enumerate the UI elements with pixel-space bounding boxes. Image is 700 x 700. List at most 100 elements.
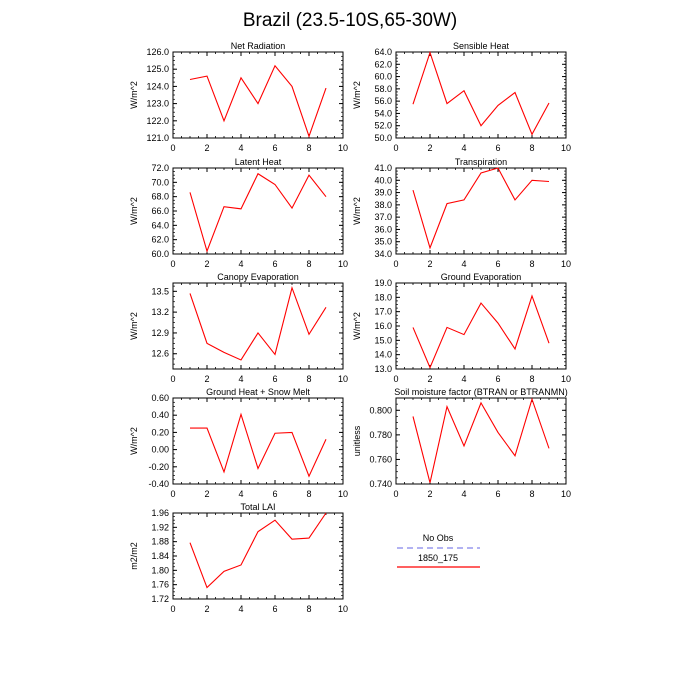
x-tick-label: 2 — [204, 143, 209, 153]
x-tick-label: 6 — [495, 374, 500, 384]
x-tick-label: 8 — [529, 489, 534, 499]
x-tick-label: 2 — [204, 604, 209, 614]
plot-title: Total LAI — [240, 502, 275, 512]
x-tick-label: 0 — [393, 259, 398, 269]
x-tick-label: 8 — [306, 374, 311, 384]
y-tick-label: 68.0 — [151, 192, 169, 202]
chart-ground-evaporation: Ground Evaporation 0 2 4 6 8 10 13.0 14.0 15.0 16.… — [352, 272, 571, 384]
y-tick-label: 123.0 — [146, 99, 169, 109]
figure-title: Brazil (23.5-10S,65-30W) — [242, 10, 458, 31]
y-tick-label: 1.72 — [151, 594, 169, 604]
x-tick-label: 4 — [461, 374, 466, 384]
y-tick-label: 13.5 — [151, 286, 169, 296]
x-tick-label: 10 — [338, 489, 348, 499]
y-tick-label: 0.00 — [151, 445, 169, 455]
y-tick-label: 41.0 — [374, 163, 392, 173]
x-tick-label: 4 — [238, 374, 243, 384]
y-tick-label: 1.88 — [151, 537, 169, 547]
y-tick-label: 58.0 — [374, 84, 392, 94]
x-tick-label: 8 — [529, 143, 534, 153]
y-tick-label: 36.0 — [374, 224, 392, 234]
y-tick-label: 1.80 — [151, 565, 169, 575]
plot-title: Ground Heat + Snow Melt — [206, 387, 310, 397]
x-tick-label: 6 — [272, 259, 277, 269]
y-tick-label: -0.20 — [148, 462, 169, 472]
plot-frame — [172, 167, 344, 255]
y-tick-label: 1.92 — [151, 522, 169, 532]
plot-title: Transpiration — [455, 157, 507, 167]
x-tick-label: 10 — [561, 143, 571, 153]
x-tick-label: 6 — [495, 489, 500, 499]
x-tick-label: 4 — [238, 143, 243, 153]
y-tick-label: 125.0 — [146, 64, 169, 74]
x-tick-label: 8 — [306, 143, 311, 153]
y-tick-label: -0.40 — [148, 479, 169, 489]
y-tick-label: 12.9 — [151, 328, 169, 338]
y-axis-label: W/m^2 — [129, 197, 139, 225]
y-tick-label: 0.800 — [369, 405, 392, 415]
x-tick-label: 4 — [238, 489, 243, 499]
x-tick-label: 10 — [561, 489, 571, 499]
x-tick-label: 10 — [561, 259, 571, 269]
series-line — [189, 512, 327, 589]
y-tick-label: 16.0 — [374, 321, 392, 331]
y-axis-label: W/m^2 — [129, 312, 139, 340]
y-tick-label: 62.0 — [374, 59, 392, 69]
x-tick-label: 2 — [427, 143, 432, 153]
y-tick-label: 35.0 — [374, 237, 392, 247]
plot-title: Sensible Heat — [453, 41, 510, 51]
y-tick-label: 50.0 — [374, 133, 392, 143]
x-tick-label: 2 — [204, 259, 209, 269]
x-tick-label: 2 — [427, 259, 432, 269]
y-tick-label: 37.0 — [374, 212, 392, 222]
x-tick-label: 0 — [393, 143, 398, 153]
x-tick-label: 4 — [461, 489, 466, 499]
chart-net-radiation: Net Radiation 0 2 4 6 8 10 121.0 122.0 123.0 124.0… — [129, 41, 348, 153]
legend-label-1850-175: 1850_175 — [418, 553, 458, 563]
y-tick-label: 60.0 — [374, 72, 392, 82]
x-tick-label: 0 — [170, 143, 175, 153]
y-tick-label: 70.0 — [151, 177, 169, 187]
series-line — [412, 397, 550, 483]
y-tick-label: 15.0 — [374, 335, 392, 345]
y-tick-label: 62.0 — [151, 235, 169, 245]
y-tick-label: 0.20 — [151, 427, 169, 437]
legend: No Obs 1850_175 — [397, 533, 480, 568]
x-tick-label: 8 — [529, 374, 534, 384]
series-line — [412, 294, 550, 369]
y-tick-label: 13.2 — [151, 307, 169, 317]
y-tick-label: 64.0 — [151, 220, 169, 230]
y-tick-label: 66.0 — [151, 206, 169, 216]
x-tick-label: 6 — [495, 143, 500, 153]
x-tick-label: 6 — [272, 374, 277, 384]
x-tick-label: 8 — [306, 604, 311, 614]
y-tick-label: 56.0 — [374, 96, 392, 106]
y-tick-label: 14.0 — [374, 350, 392, 360]
chart-latent-heat: Latent Heat 0 2 4 6 8 10 60.0 62.0 64.0 66.0 68.0 70… — [129, 157, 348, 269]
y-axis-label: unitless — [352, 425, 362, 456]
x-tick-label: 0 — [170, 489, 175, 499]
x-tick-label: 6 — [272, 604, 277, 614]
plot-frame — [172, 397, 344, 485]
y-axis-label: W/m^2 — [129, 427, 139, 455]
chart-transpiration: Transpiration 0 2 4 6 8 10 34.0 35.0 36.0 37.0 38.0… — [352, 157, 571, 269]
y-axis-label: m2/m2 — [129, 542, 139, 570]
x-tick-label: 0 — [393, 374, 398, 384]
y-tick-label: 39.0 — [374, 188, 392, 198]
plot-title: Latent Heat — [235, 157, 282, 167]
x-tick-label: 6 — [272, 489, 277, 499]
x-tick-label: 0 — [393, 489, 398, 499]
x-tick-label: 8 — [529, 259, 534, 269]
y-tick-label: 60.0 — [151, 249, 169, 259]
y-tick-label: 18.0 — [374, 292, 392, 302]
x-tick-label: 10 — [561, 374, 571, 384]
y-tick-label: 12.6 — [151, 349, 169, 359]
x-tick-label: 2 — [427, 489, 432, 499]
y-tick-label: 40.0 — [374, 175, 392, 185]
x-tick-label: 4 — [461, 143, 466, 153]
x-tick-label: 0 — [170, 374, 175, 384]
series-line — [412, 50, 550, 136]
series-line — [189, 172, 327, 253]
x-tick-label: 6 — [495, 259, 500, 269]
